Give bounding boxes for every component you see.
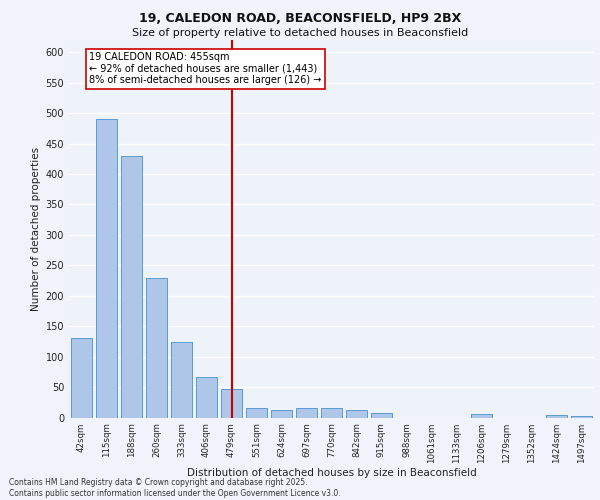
Bar xyxy=(271,410,292,418)
Bar xyxy=(321,408,342,418)
Bar xyxy=(146,278,167,417)
Bar xyxy=(171,342,192,417)
Text: 19 CALEDON ROAD: 455sqm
← 92% of detached houses are smaller (1,443)
8% of semi-: 19 CALEDON ROAD: 455sqm ← 92% of detache… xyxy=(89,52,322,86)
Bar xyxy=(121,156,142,418)
Bar xyxy=(221,390,242,417)
Y-axis label: Number of detached properties: Number of detached properties xyxy=(31,146,41,311)
Bar xyxy=(371,412,392,418)
Bar xyxy=(96,118,117,418)
Text: Size of property relative to detached houses in Beaconsfield: Size of property relative to detached ho… xyxy=(132,28,468,38)
Bar xyxy=(246,408,267,418)
Bar xyxy=(571,416,592,418)
Text: 19, CALEDON ROAD, BEACONSFIELD, HP9 2BX: 19, CALEDON ROAD, BEACONSFIELD, HP9 2BX xyxy=(139,12,461,26)
Bar xyxy=(471,414,492,418)
Bar xyxy=(346,410,367,418)
X-axis label: Distribution of detached houses by size in Beaconsfield: Distribution of detached houses by size … xyxy=(187,468,476,478)
Text: Contains HM Land Registry data © Crown copyright and database right 2025.
Contai: Contains HM Land Registry data © Crown c… xyxy=(9,478,341,498)
Bar xyxy=(71,338,92,417)
Bar xyxy=(296,408,317,418)
Bar xyxy=(196,378,217,418)
Bar xyxy=(546,415,567,418)
